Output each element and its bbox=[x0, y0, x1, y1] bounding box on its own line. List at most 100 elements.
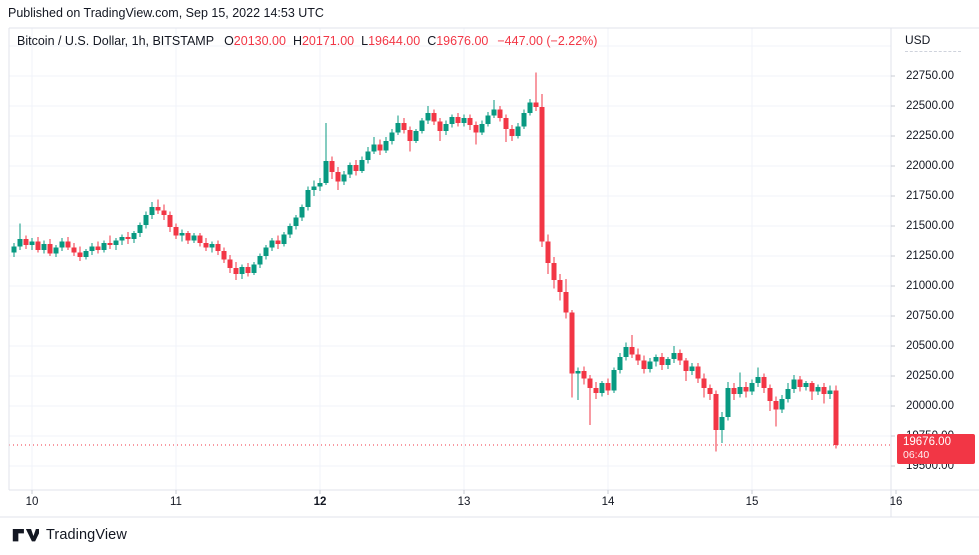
candle-body bbox=[89, 246, 95, 252]
candle-body bbox=[197, 235, 203, 243]
candle-body bbox=[659, 356, 665, 366]
ohlc-values: O20130.00 H20171.00 L19644.00 C19676.00 bbox=[224, 34, 495, 48]
candle-body bbox=[671, 353, 677, 360]
ohlc-letter: O bbox=[224, 34, 234, 48]
candle-body bbox=[461, 118, 467, 123]
candle-body bbox=[503, 118, 509, 129]
candle-body bbox=[491, 109, 497, 116]
ohlc-letter: H bbox=[292, 34, 302, 48]
candle-body bbox=[329, 161, 335, 172]
price-axis-label: 20250.00 bbox=[906, 370, 954, 382]
ohlc-item-o: O20130.00 bbox=[224, 34, 286, 48]
candle-body bbox=[665, 359, 671, 366]
candle-body bbox=[443, 124, 449, 132]
candle-body bbox=[413, 131, 419, 141]
candle-body bbox=[797, 379, 803, 387]
tradingview-logo[interactable]: TradingView bbox=[12, 527, 127, 543]
candle-body bbox=[383, 140, 389, 151]
candle-body bbox=[539, 107, 545, 242]
candle-body bbox=[125, 236, 131, 240]
candle-body bbox=[467, 118, 473, 126]
candle-body bbox=[191, 235, 197, 241]
candle-wick bbox=[631, 335, 633, 358]
ohlc-number: 19644.00 bbox=[368, 34, 421, 48]
published-caption: Published on TradingView.com, Sep 15, 20… bbox=[8, 6, 324, 20]
time-axis-label: 12 bbox=[313, 496, 327, 508]
candle-wick bbox=[535, 72, 537, 111]
candle-body bbox=[485, 115, 491, 124]
candle-wick bbox=[109, 235, 111, 249]
candle-body bbox=[767, 388, 773, 402]
time-axis-label: 15 bbox=[745, 496, 759, 508]
price-axis-label: 20500.00 bbox=[906, 340, 954, 352]
candle-body bbox=[215, 244, 221, 252]
candle-body bbox=[137, 224, 143, 234]
candle-body bbox=[701, 378, 707, 388]
candle-body bbox=[323, 161, 329, 183]
candle-body bbox=[509, 128, 515, 136]
price-axis-label: 21000.00 bbox=[906, 280, 954, 292]
time-axis-label: 10 bbox=[25, 496, 39, 508]
candle-body bbox=[629, 347, 635, 355]
candle-body bbox=[113, 240, 119, 246]
candle-body bbox=[353, 164, 359, 171]
candle-body bbox=[23, 239, 29, 246]
candle-body bbox=[569, 312, 575, 374]
ohlc-number: 20171.00 bbox=[301, 34, 355, 48]
candle-body bbox=[563, 292, 569, 313]
candle-wick bbox=[19, 223, 21, 250]
candle-body bbox=[161, 210, 167, 216]
candle-body bbox=[437, 121, 443, 132]
candle-body bbox=[41, 244, 47, 250]
candle-body bbox=[101, 242, 107, 250]
price-axis-label: 21250.00 bbox=[906, 250, 954, 262]
candle-body bbox=[71, 247, 77, 253]
candle-body bbox=[581, 371, 587, 379]
candle-body bbox=[251, 264, 257, 273]
candle-body bbox=[179, 233, 185, 236]
candle-body bbox=[683, 360, 689, 372]
candle-body bbox=[779, 398, 785, 410]
candle-body bbox=[341, 174, 347, 182]
candle-body bbox=[149, 206, 155, 216]
price-axis-label: 22750.00 bbox=[906, 70, 954, 82]
candle-body bbox=[623, 347, 629, 357]
candle-body bbox=[395, 122, 401, 133]
candle-body bbox=[53, 247, 59, 254]
ohlc-item-h: H20171.00 bbox=[293, 34, 354, 48]
candle-body bbox=[173, 227, 179, 236]
candle-wick bbox=[493, 100, 495, 118]
time-axis-label: 13 bbox=[457, 496, 471, 508]
candle-body bbox=[305, 190, 311, 207]
candle-body bbox=[785, 389, 791, 399]
candle-body bbox=[695, 366, 701, 379]
symbol-title: Bitcoin / U.S. Dollar, 1h, BITSTAMP bbox=[17, 34, 215, 48]
candle-body bbox=[281, 234, 287, 244]
price-axis-currency-label: USD bbox=[905, 33, 961, 52]
candle-body bbox=[35, 241, 41, 250]
candle-body bbox=[473, 125, 479, 133]
candle-body bbox=[617, 356, 623, 370]
candle-body bbox=[707, 388, 713, 394]
ohlc-item-l: L19644.00 bbox=[361, 34, 420, 48]
candle-body bbox=[551, 263, 557, 280]
candle-body bbox=[743, 386, 749, 392]
candle-body bbox=[809, 383, 815, 392]
candle-body bbox=[527, 102, 533, 114]
candle-body bbox=[605, 383, 611, 391]
ohlc-letter: L bbox=[361, 34, 369, 48]
candle-body bbox=[59, 241, 65, 248]
candle-body bbox=[719, 416, 725, 430]
candle-body bbox=[311, 186, 317, 190]
candle-body bbox=[209, 244, 215, 248]
candle-body bbox=[533, 102, 539, 108]
candle-wick bbox=[739, 372, 741, 398]
candle-body bbox=[275, 240, 281, 244]
candle-body bbox=[479, 124, 485, 133]
candle-body bbox=[287, 226, 293, 235]
price-axis-label: 20750.00 bbox=[906, 310, 954, 322]
candle-body bbox=[77, 252, 83, 258]
candle-countdown: 06:40 bbox=[903, 449, 930, 461]
candle-body bbox=[827, 390, 833, 394]
